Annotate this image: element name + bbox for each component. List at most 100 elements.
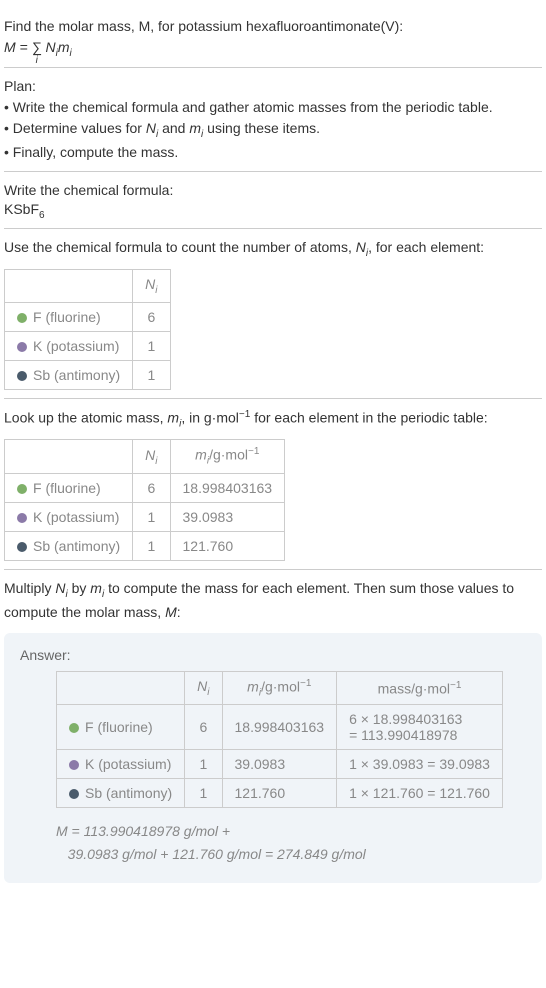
m-cell: 121.760 xyxy=(170,531,285,560)
header-m: mi/g·mol−1 xyxy=(222,671,337,704)
chemical-formula-section: Write the chemical formula: KSbF6 xyxy=(4,172,542,230)
plan-title: Plan: xyxy=(4,76,542,97)
n-cell: 1 xyxy=(133,360,170,389)
mass-cell: 6 × 18.998403163= 113.990418978 xyxy=(337,705,503,750)
element-label: K (potassium) xyxy=(85,756,171,772)
element-cell: K (potassium) xyxy=(5,331,133,360)
intro-section: Find the molar mass, M, for potassium he… xyxy=(4,8,542,68)
intro-text: Find the molar mass, M, for potassium he… xyxy=(4,16,542,37)
header-mass: mass/g·mol−1 xyxy=(337,671,503,704)
plan-bullet-1: • Write the chemical formula and gather … xyxy=(4,97,542,118)
table-row: F (fluorine) 6 xyxy=(5,302,171,331)
plan-b2-mid: and xyxy=(158,120,189,136)
element-label: K (potassium) xyxy=(33,509,119,525)
n-cell: 6 xyxy=(133,302,170,331)
ahN: N xyxy=(197,678,207,694)
sigma-char: ∑ xyxy=(32,39,42,55)
mass-title-a: Look up the atomic mass, xyxy=(4,410,167,426)
n-cell: 1 xyxy=(185,779,222,808)
intro-formula: M = ∑i Nimi xyxy=(4,39,542,59)
mass-section: Look up the atomic mass, mi, in g·mol−1 … xyxy=(4,399,542,570)
element-cell: K (potassium) xyxy=(5,502,133,531)
count-title: Use the chemical formula to count the nu… xyxy=(4,237,542,261)
plan-b2-N: N xyxy=(146,120,156,136)
element-cell: F (fluorine) xyxy=(5,302,133,331)
header-N: Ni xyxy=(133,270,170,303)
sigma-sub: i xyxy=(36,55,38,66)
answer-box: Answer: Ni mi/g·mol−1 mass/g·mol−1 F (fl… xyxy=(4,633,542,883)
n-cell: 1 xyxy=(133,331,170,360)
count-title-a: Use the chemical formula to count the nu… xyxy=(4,239,356,255)
element-cell: F (fluorine) xyxy=(57,705,185,750)
count-section: Use the chemical formula to count the nu… xyxy=(4,229,542,399)
plan-b2-a: • Determine values for xyxy=(4,120,146,136)
plan-bullet-3: • Finally, compute the mass. xyxy=(4,142,542,163)
element-label: Sb (antimony) xyxy=(33,538,120,554)
count-table: Ni F (fluorine) 6 K (potassium) 1 Sb (an… xyxy=(4,269,171,390)
header-N: Ni xyxy=(133,440,170,473)
mass-cell: 1 × 39.0983 = 39.0983 xyxy=(337,750,503,779)
element-label: F (fluorine) xyxy=(85,719,153,735)
element-label: Sb (antimony) xyxy=(85,785,172,801)
plan-b2-end: using these items. xyxy=(203,120,320,136)
m-cell: 121.760 xyxy=(222,779,337,808)
m-cell: 39.0983 xyxy=(170,502,285,531)
table-row: F (fluorine) 6 18.998403163 6 × 18.99840… xyxy=(57,705,503,750)
element-cell: Sb (antimony) xyxy=(5,360,133,389)
table-row: K (potassium) 1 39.0983 1 × 39.0983 = 39… xyxy=(57,750,503,779)
table-row: K (potassium) 1 xyxy=(5,331,171,360)
header-empty xyxy=(5,270,133,303)
compound-formula: KSbF6 xyxy=(4,201,542,221)
hN: N xyxy=(145,447,155,463)
element-label: F (fluorine) xyxy=(33,480,101,496)
mt-N: N xyxy=(55,580,65,596)
ahmexp: −1 xyxy=(300,678,311,689)
dot-icon xyxy=(17,342,27,352)
mass-title-exp: −1 xyxy=(239,409,250,420)
dot-icon xyxy=(17,313,27,323)
formula-title: Write the chemical formula: xyxy=(4,180,542,201)
mass-title-b: , in g·mol xyxy=(181,410,239,426)
intro-label: Find the molar mass, M, for potassium he… xyxy=(4,18,403,34)
ahmunit: /g·mol xyxy=(261,678,300,694)
compound-sub: 6 xyxy=(39,209,45,220)
table-row: Sb (antimony) 1 xyxy=(5,360,171,389)
hmexp: −1 xyxy=(248,446,259,457)
ahNi: i xyxy=(207,687,209,698)
formula-prefix: M = xyxy=(4,39,32,55)
table-row: F (fluorine) 6 18.998403163 xyxy=(5,473,285,502)
answer-formula: M = 113.990418978 g/mol + 39.0983 g/mol … xyxy=(56,820,526,865)
mass-l1: 6 × 18.998403163 xyxy=(349,711,462,727)
table-header-row: Ni xyxy=(5,270,171,303)
n-cell: 6 xyxy=(133,473,170,502)
ahmassexp: −1 xyxy=(450,680,461,691)
dot-icon xyxy=(69,760,79,770)
m-cell: 18.998403163 xyxy=(170,473,285,502)
formula-m: m xyxy=(58,39,70,55)
table-row: K (potassium) 1 39.0983 xyxy=(5,502,285,531)
af-l2: 39.0983 g/mol + 121.760 g/mol = 274.849 … xyxy=(68,846,366,862)
mass-title-c: for each element in the periodic table: xyxy=(250,410,487,426)
plan-b2-m: m xyxy=(189,120,201,136)
element-label: Sb (antimony) xyxy=(33,367,120,383)
element-label: K (potassium) xyxy=(33,338,119,354)
compound: KSbF xyxy=(4,201,39,217)
element-cell: Sb (antimony) xyxy=(57,779,185,808)
plan-bullet-2: • Determine values for Ni and mi using t… xyxy=(4,118,542,142)
m-cell: 18.998403163 xyxy=(222,705,337,750)
table-header-row: Ni mi/g·mol−1 xyxy=(5,440,285,473)
formula-m-sub: i xyxy=(70,48,72,59)
dot-icon xyxy=(17,484,27,494)
dot-icon xyxy=(17,513,27,523)
multiply-text: Multiply Ni by mi to compute the mass fo… xyxy=(4,578,542,623)
plan-section: Plan: • Write the chemical formula and g… xyxy=(4,68,542,172)
hm: m xyxy=(195,447,207,463)
header-empty xyxy=(5,440,133,473)
ahm: m xyxy=(247,678,259,694)
m-cell: 39.0983 xyxy=(222,750,337,779)
table-row: Sb (antimony) 1 121.760 xyxy=(5,531,285,560)
mass-title-m: m xyxy=(167,410,179,426)
dot-icon xyxy=(17,371,27,381)
mt-m: m xyxy=(90,580,102,596)
count-title-N: N xyxy=(356,239,366,255)
